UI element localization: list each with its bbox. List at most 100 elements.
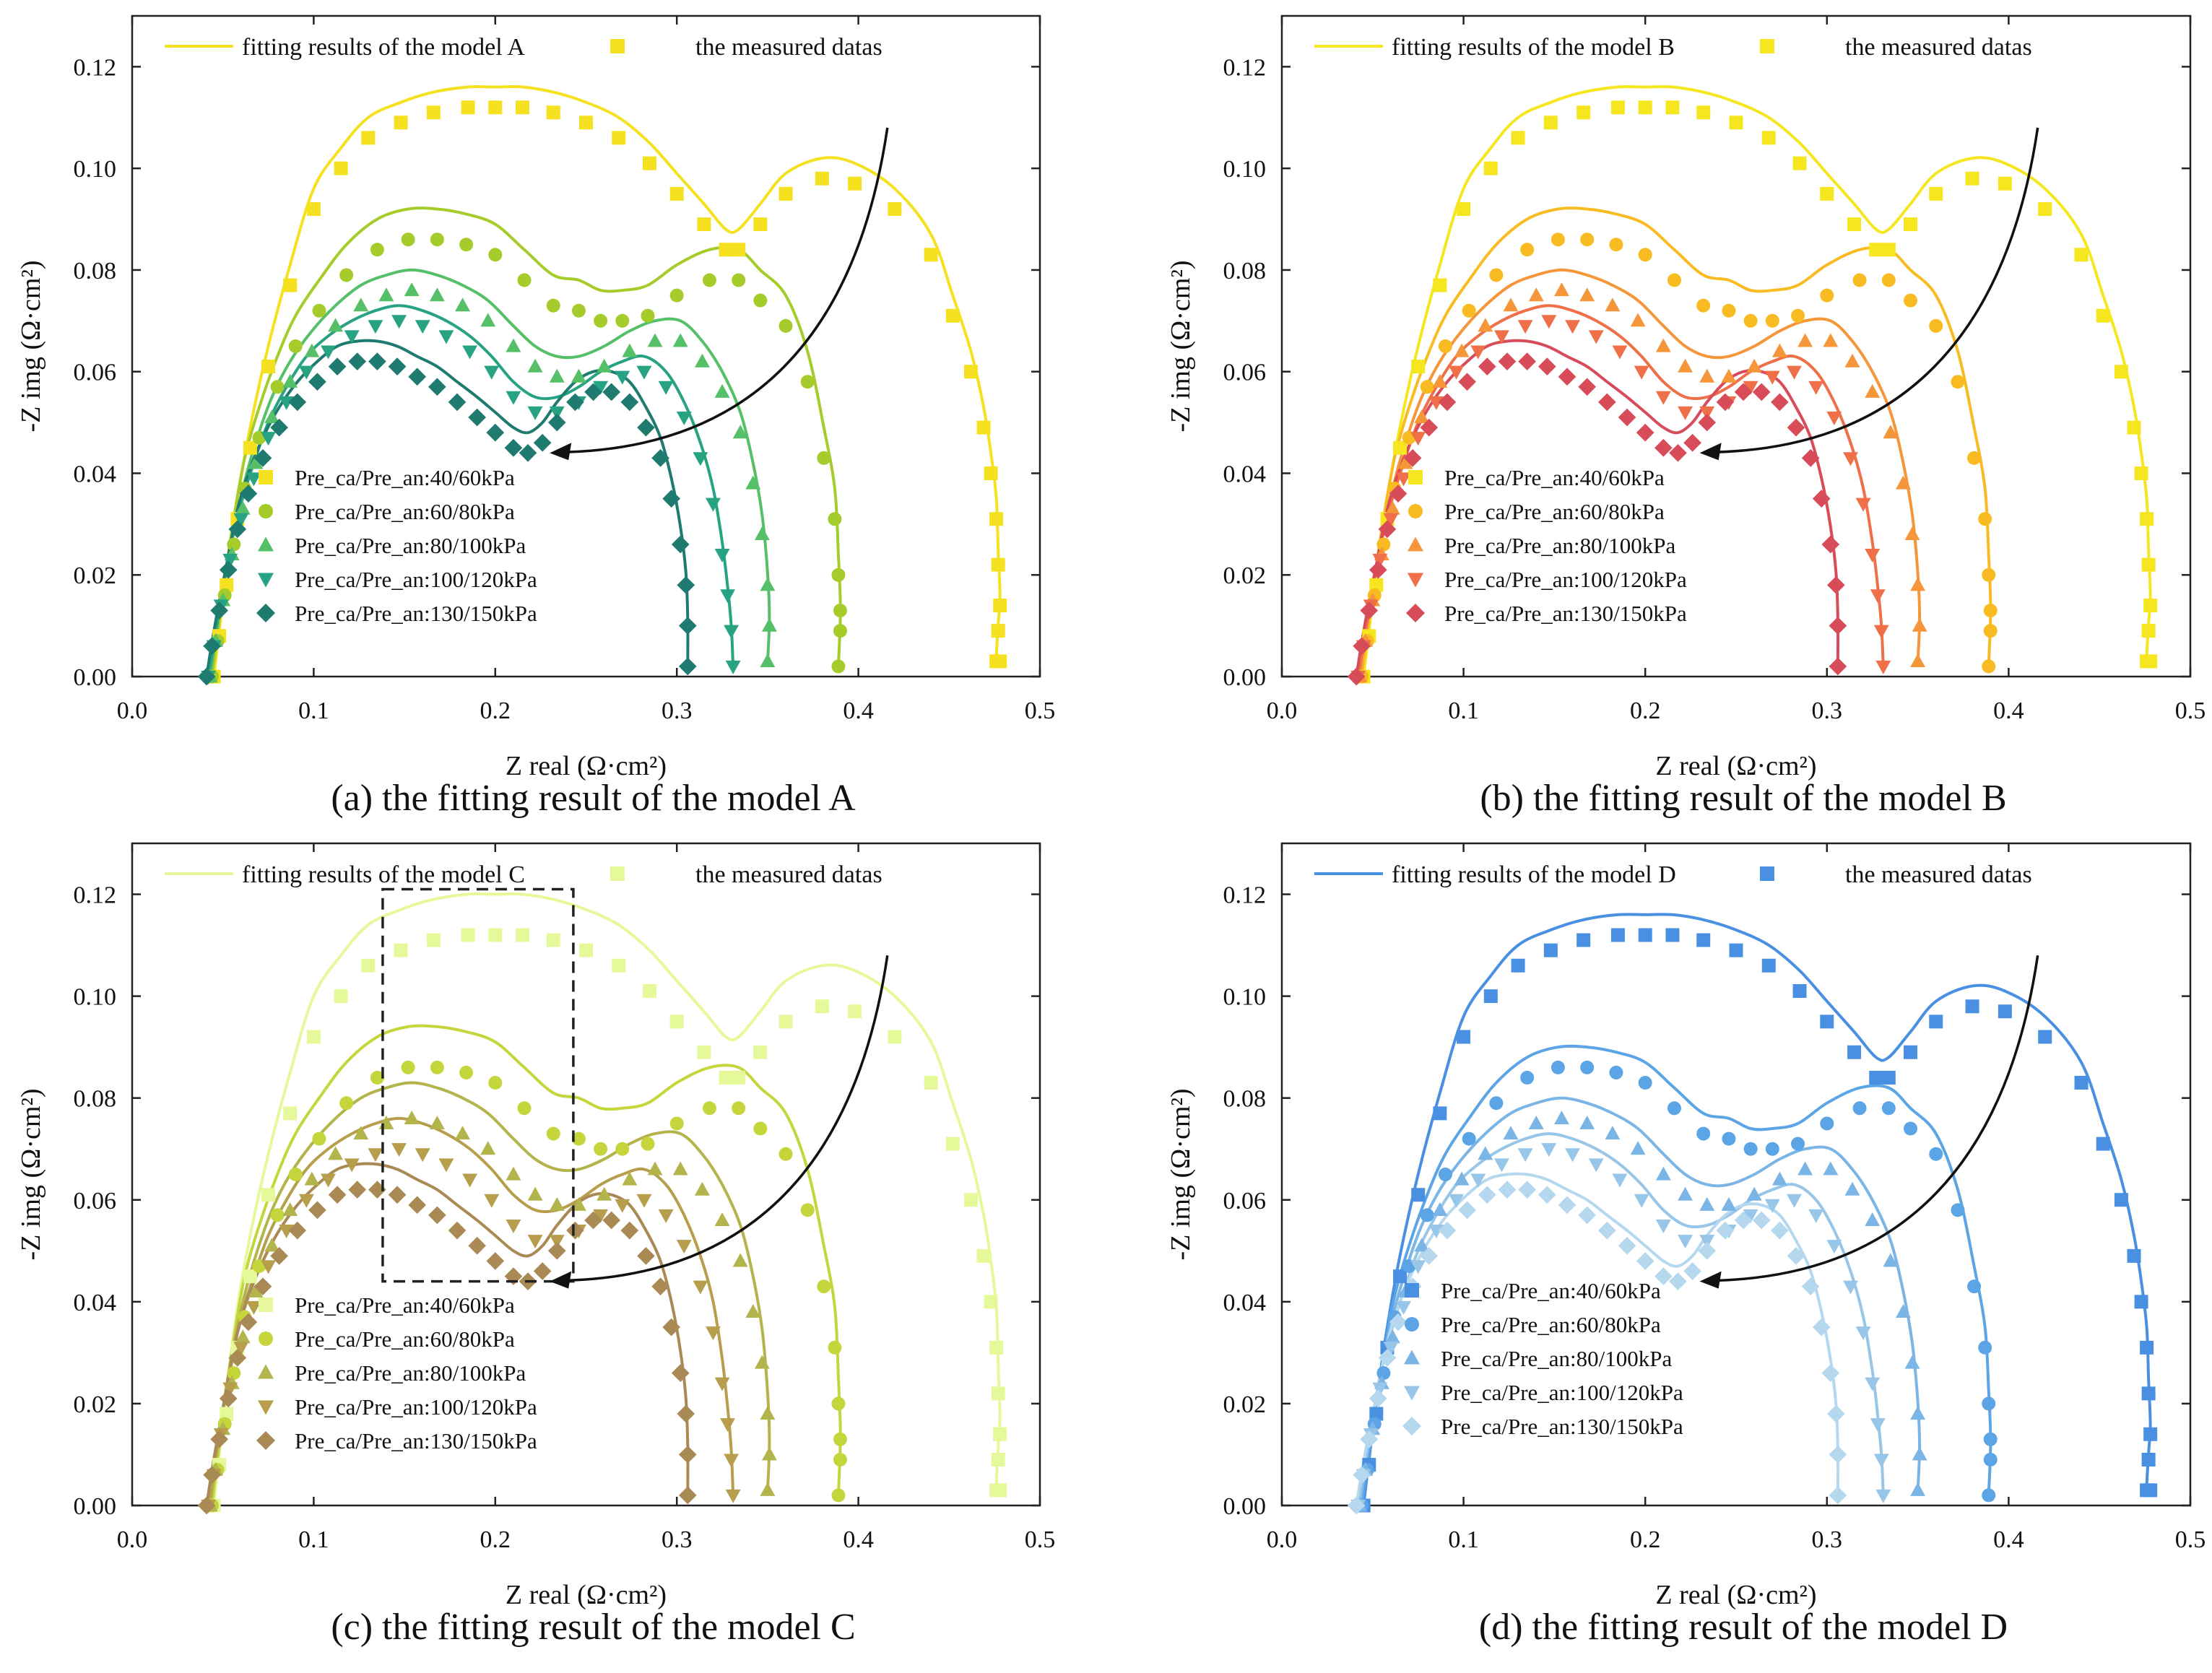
data-point bbox=[222, 1382, 238, 1396]
data-point bbox=[719, 1070, 733, 1085]
plot-frame bbox=[131, 14, 1041, 678]
data-point bbox=[1579, 287, 1595, 302]
data-point bbox=[566, 1221, 584, 1240]
data-point bbox=[991, 557, 1005, 572]
data-point bbox=[593, 381, 609, 395]
legend-marker bbox=[258, 536, 274, 552]
data-point bbox=[415, 1148, 430, 1163]
data-point bbox=[1843, 452, 1858, 466]
data-point bbox=[1875, 660, 1891, 674]
data-point bbox=[1765, 1142, 1779, 1156]
data-point bbox=[984, 466, 998, 480]
data-point bbox=[210, 1430, 229, 1448]
data-point bbox=[622, 1171, 638, 1186]
data-point bbox=[308, 1201, 326, 1220]
data-point bbox=[1609, 1065, 1623, 1079]
data-point bbox=[282, 373, 298, 388]
data-point bbox=[429, 1116, 445, 1130]
data-point bbox=[1998, 1004, 2012, 1019]
data-point bbox=[504, 438, 523, 457]
data-point bbox=[658, 1209, 674, 1223]
data-point bbox=[480, 1141, 496, 1155]
data-point bbox=[1438, 393, 1457, 412]
legend-condition-label: Pre_ca/Pre_an:40/60kPa bbox=[295, 1292, 515, 1318]
data-point bbox=[761, 617, 777, 632]
legend-marker bbox=[1406, 604, 1425, 622]
data-point bbox=[1870, 1418, 1886, 1433]
x-tick-label: 0.1 bbox=[1448, 1526, 1479, 1553]
x-axis-label: Z real (Ω·cm²) bbox=[506, 751, 667, 781]
data-point bbox=[516, 100, 530, 115]
data-point bbox=[1457, 201, 1471, 216]
data-point bbox=[1929, 1014, 1943, 1029]
plot-frame bbox=[1280, 842, 2192, 1507]
data-point bbox=[1462, 1131, 1476, 1146]
data-point bbox=[235, 1329, 251, 1344]
data-point bbox=[760, 1482, 776, 1496]
panel-b: 0.0 0.1 0.2 0.3 0.4 0.5 0.00 0.02 0.04 0.06 0.08 0.… bbox=[1166, 14, 2206, 819]
y-tick-label: 0.02 bbox=[74, 562, 117, 589]
data-point bbox=[1746, 1186, 1762, 1201]
data-point bbox=[658, 381, 674, 395]
x-tick-label: 0.0 bbox=[117, 698, 148, 724]
fit-curve bbox=[209, 1081, 771, 1506]
data-point bbox=[1912, 617, 1927, 632]
data-point bbox=[368, 352, 386, 370]
data-point bbox=[1483, 989, 1498, 1004]
data-point bbox=[283, 278, 298, 292]
y-axis-label: -Z img (Ω·cm²) bbox=[16, 1088, 46, 1260]
data-point bbox=[1983, 624, 1998, 638]
data-point bbox=[1665, 100, 1680, 115]
data-point bbox=[455, 1126, 470, 1140]
data-point bbox=[662, 1318, 681, 1337]
data-point bbox=[697, 217, 711, 232]
data-point bbox=[1729, 943, 1743, 957]
data-point bbox=[945, 1137, 960, 1151]
legend-condition-label: Pre_ca/Pre_an:60/80kPa bbox=[295, 1326, 515, 1352]
legend-data-marker bbox=[1760, 866, 1774, 881]
y-tick-label: 0.04 bbox=[74, 461, 117, 487]
data-point bbox=[261, 432, 276, 446]
data-point bbox=[677, 1404, 695, 1423]
data-point bbox=[519, 443, 537, 462]
data-point bbox=[1630, 313, 1646, 327]
y-tick-label: 0.02 bbox=[1223, 562, 1267, 589]
data-point bbox=[527, 358, 543, 373]
data-point bbox=[1881, 273, 1896, 287]
data-point bbox=[1734, 383, 1753, 401]
data-point bbox=[594, 1142, 608, 1156]
data-point bbox=[506, 1166, 521, 1181]
data-point bbox=[321, 1173, 336, 1188]
x-tick-label: 0.2 bbox=[1630, 698, 1661, 724]
data-point bbox=[312, 303, 326, 318]
data-point bbox=[753, 217, 768, 232]
data-point bbox=[637, 418, 655, 437]
y-tick-label: 0.12 bbox=[74, 54, 117, 81]
data-point bbox=[1904, 1045, 1918, 1059]
data-point bbox=[1699, 406, 1715, 420]
data-point bbox=[1598, 1221, 1616, 1240]
y-tick-label: 0.10 bbox=[74, 156, 117, 183]
legend-condition-label: Pre_ca/Pre_an:100/120kPa bbox=[295, 567, 537, 592]
data-point bbox=[1761, 131, 1776, 145]
data-point bbox=[693, 1280, 708, 1295]
data-point bbox=[831, 1396, 846, 1411]
data-point bbox=[1696, 298, 1711, 313]
data-point bbox=[203, 1466, 221, 1485]
data-point bbox=[1449, 365, 1464, 380]
data-point bbox=[602, 383, 621, 401]
data-point bbox=[1843, 1280, 1858, 1295]
data-point bbox=[760, 577, 776, 591]
data-point bbox=[1787, 365, 1802, 380]
data-point bbox=[1598, 393, 1616, 412]
legend-marker bbox=[259, 1331, 273, 1346]
data-point bbox=[426, 105, 441, 120]
data-point bbox=[833, 604, 847, 617]
data-point bbox=[484, 365, 500, 380]
legend-marker bbox=[1404, 1350, 1420, 1365]
data-point bbox=[261, 1188, 276, 1202]
data-point bbox=[1420, 418, 1439, 437]
data-point bbox=[270, 380, 285, 394]
data-point bbox=[368, 1148, 383, 1163]
data-point bbox=[1458, 373, 1476, 391]
